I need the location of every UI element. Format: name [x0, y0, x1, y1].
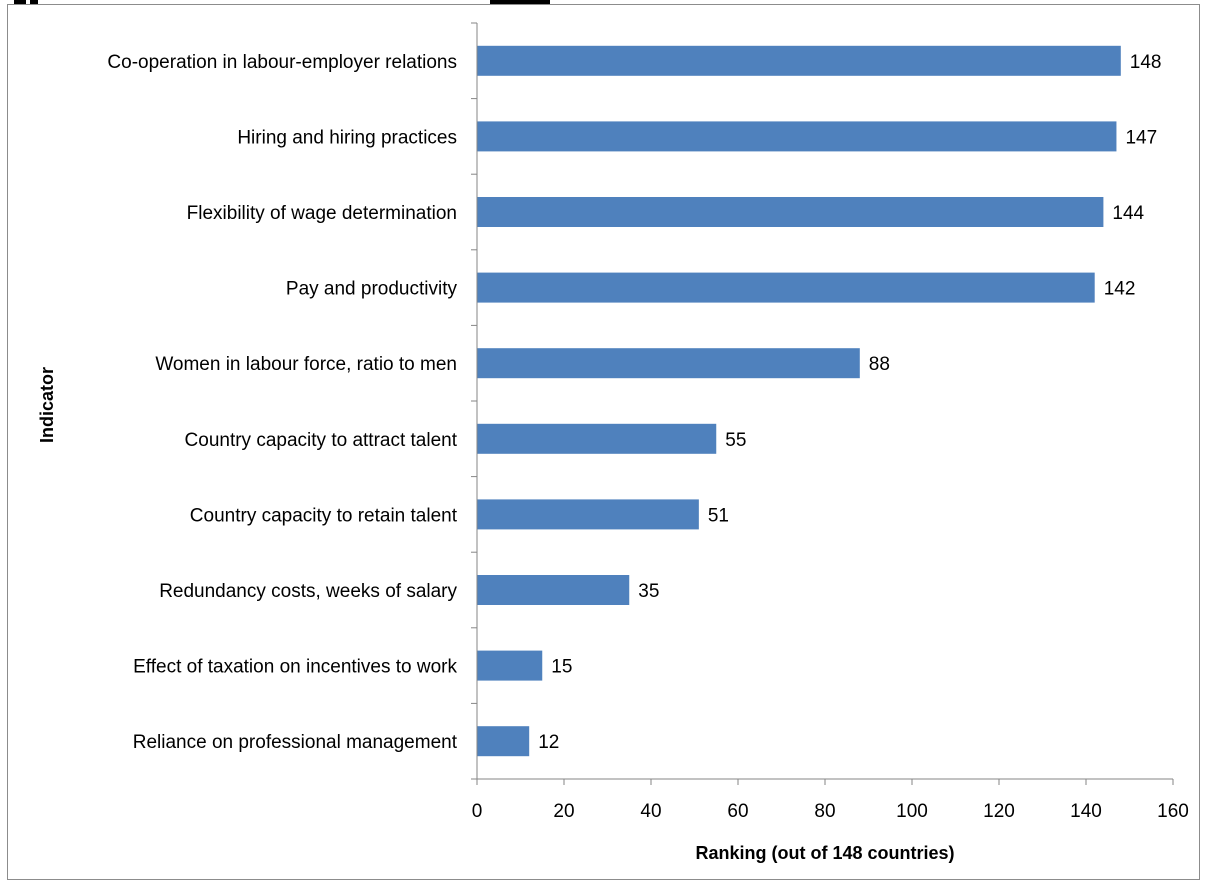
data-label: 88	[869, 354, 890, 375]
bar	[477, 499, 699, 530]
bar	[477, 650, 543, 681]
bars-layer	[477, 45, 1121, 757]
bar	[477, 197, 1104, 227]
category-label: Pay and productivity	[286, 279, 458, 300]
data-label: 148	[1130, 52, 1162, 73]
x-tick-label: 40	[640, 801, 661, 822]
bar	[477, 45, 1121, 76]
data-label: 15	[551, 657, 572, 678]
x-tick-label: 80	[814, 801, 835, 822]
category-label: Country capacity to attract talent	[185, 430, 458, 451]
x-axis-title: Ranking (out of 148 countries)	[695, 843, 954, 863]
x-tick-label: 120	[983, 801, 1015, 822]
x-tick-label: 160	[1157, 801, 1189, 822]
bar	[477, 272, 1095, 303]
cropped-title-strip	[0, 0, 1205, 5]
x-tick-label: 0	[472, 801, 483, 822]
y-axis-title: Indicator	[37, 367, 57, 443]
category-label: Redundancy costs, weeks of salary	[159, 581, 457, 602]
x-tick-label: 60	[727, 801, 748, 822]
x-tick-label: 140	[1070, 801, 1102, 822]
data-label: 55	[725, 430, 746, 451]
data-label: 142	[1104, 279, 1136, 300]
category-label: Hiring and hiring practices	[237, 127, 457, 148]
category-label: Country capacity to retain talent	[190, 505, 458, 526]
bar	[477, 575, 630, 605]
category-label: Effect of taxation on incentives to work	[133, 657, 457, 678]
category-label: Co-operation in labour-employer relation…	[107, 52, 457, 73]
bar	[477, 121, 1117, 152]
data-label: 35	[638, 581, 659, 602]
category-label: Flexibility of wage determination	[187, 203, 457, 224]
axes-layer: Co-operation in labour-employer relation…	[107, 22, 1189, 822]
bar	[477, 348, 860, 379]
data-label: 51	[708, 505, 729, 526]
category-label: Women in labour force, ratio to men	[155, 354, 457, 375]
bar	[477, 423, 717, 454]
category-label: Reliance on professional management	[133, 732, 458, 753]
data-label: 147	[1125, 127, 1157, 148]
bar	[477, 726, 530, 757]
x-tick-label: 100	[896, 801, 928, 822]
x-tick-label: 20	[553, 801, 574, 822]
data-label: 144	[1112, 203, 1144, 224]
data-label: 12	[538, 732, 559, 753]
